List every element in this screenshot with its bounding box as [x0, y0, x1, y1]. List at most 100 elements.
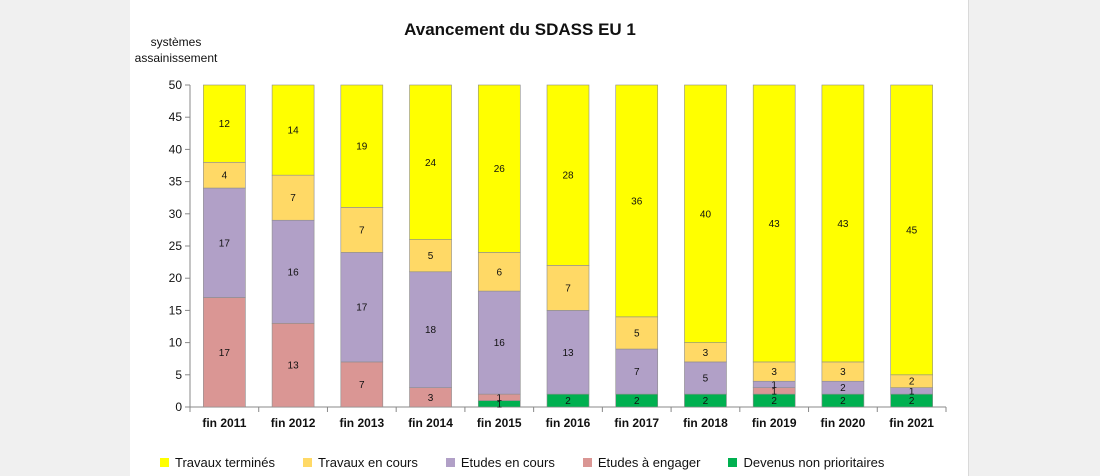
data-label: 7: [359, 380, 365, 391]
data-label: 7: [290, 193, 296, 204]
data-label: 45: [906, 225, 918, 236]
data-label: 3: [771, 367, 777, 378]
data-label: 14: [288, 126, 300, 137]
y-axis-label: systèmes assainissement: [134, 35, 218, 65]
y-tick-label: 45: [169, 110, 183, 124]
data-label: 1: [771, 380, 777, 391]
bar-segment: [477, 290, 521, 395]
bar-segment: [340, 84, 384, 208]
legend-swatch: [160, 457, 169, 467]
y-tick-label: 50: [169, 78, 183, 92]
legend-swatch: [582, 457, 592, 467]
data-label: 17: [219, 348, 231, 359]
y-tick-label: 0: [175, 400, 182, 414]
bar-segment: [340, 207, 384, 253]
bar-segment: [409, 239, 452, 273]
bar-segment: [752, 84, 796, 363]
data-label: 4: [222, 171, 228, 182]
data-label: 2: [909, 396, 915, 407]
data-label: 7: [359, 225, 365, 236]
legend-item: Travaux en cours: [302, 454, 418, 470]
data-label: 43: [837, 219, 849, 230]
legend-item: Etudes en cours: [445, 454, 555, 470]
data-label: 16: [288, 267, 300, 278]
legend: Travaux terminés Travaux en cours Etudes e…: [160, 452, 912, 472]
data-label: 12: [219, 119, 231, 130]
x-tick-label: fin 2013: [339, 416, 384, 430]
data-label: 18: [425, 325, 437, 336]
data-label: 19: [356, 142, 368, 153]
legend-swatch: [445, 457, 455, 467]
data-label: 13: [288, 361, 300, 372]
x-tick-label: fin 2020: [821, 416, 866, 430]
bar-segment: [890, 84, 933, 376]
data-label: 1: [496, 393, 502, 404]
data-label: 2: [634, 396, 640, 407]
x-tick-label: fin 2011: [202, 416, 246, 430]
data-label: 6: [496, 267, 502, 278]
legend-item: Etudes à engager: [582, 455, 700, 470]
data-label: 3: [428, 393, 434, 404]
y-tick-label: 20: [169, 271, 183, 285]
y-tick-label: 30: [169, 207, 183, 221]
bar-segment: [271, 174, 315, 221]
bar-segment: [271, 322, 315, 408]
data-label: 3: [703, 348, 709, 359]
data-label: 40: [700, 209, 712, 220]
bar-segment: [477, 84, 521, 253]
bar-segment: [546, 310, 590, 395]
legend-label: Travaux en cours: [317, 454, 418, 470]
data-label: 28: [562, 171, 574, 182]
bar-segment: [340, 361, 384, 408]
panel-border: [968, 0, 969, 476]
legend-label: Etudes en cours: [460, 454, 555, 470]
x-tick-label: fin 2017: [614, 416, 659, 430]
data-label: 17: [219, 238, 231, 249]
data-label: 1: [496, 399, 502, 410]
x-tick-label: fin 2021: [889, 416, 934, 430]
data-label: 2: [703, 396, 709, 407]
bar-segment: [203, 297, 246, 408]
data-label: 13: [562, 348, 574, 359]
data-label: 43: [769, 219, 781, 230]
data-label: 2: [565, 396, 571, 407]
y-tick-label: 5: [175, 368, 182, 382]
bar-segment: [684, 361, 727, 395]
x-tick-label: fin 2014: [408, 416, 453, 430]
data-label: 16: [494, 338, 506, 349]
data-label: 7: [565, 283, 571, 294]
bar-segment: [409, 271, 452, 388]
legend-label: Devenus non prioritaires: [743, 454, 885, 470]
bar-segment: [271, 84, 315, 176]
data-label: 1: [909, 386, 915, 397]
legend-swatch: [302, 457, 312, 467]
data-label: 5: [634, 328, 640, 339]
bar-segment: [615, 84, 659, 318]
y-tick-label: 10: [169, 336, 183, 350]
legend-item: Devenus non prioritaires: [728, 455, 884, 470]
x-tick-label: fin 2015: [477, 416, 522, 430]
data-label: 1: [771, 386, 777, 397]
data-label: 5: [428, 251, 434, 262]
bar-segment: [546, 84, 590, 266]
data-label: 24: [425, 158, 437, 169]
bar-segment: [203, 187, 246, 298]
data-label: 2: [840, 396, 846, 407]
x-tick-label: fin 2016: [546, 416, 591, 430]
data-label: 2: [771, 396, 777, 407]
data-label: 7: [634, 367, 640, 378]
data-label: 3: [840, 367, 846, 378]
bar-segment: [203, 84, 246, 163]
data-label: 5: [703, 374, 709, 385]
bar-segment: [821, 84, 865, 363]
y-tick-label: 35: [169, 175, 183, 189]
bar-segment: [477, 252, 521, 292]
x-tick-label: fin 2012: [271, 416, 316, 430]
bar-segment: [340, 252, 384, 363]
y-tick-label: 25: [169, 239, 183, 253]
legend-swatch: [728, 457, 738, 467]
x-tick-label: fin 2019: [752, 416, 797, 430]
data-label: 2: [909, 377, 915, 388]
legend-label: Travaux terminés: [175, 454, 275, 470]
